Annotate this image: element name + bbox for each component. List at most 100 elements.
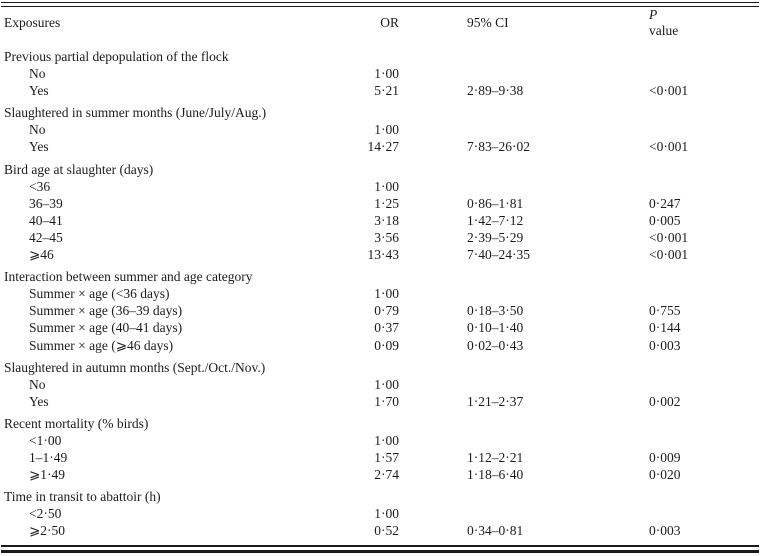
group-label: Interaction between summer and age categ… bbox=[4, 269, 253, 285]
ci-cell: 1·42–7·12 bbox=[467, 212, 524, 228]
exposure-cell: Yes bbox=[29, 83, 49, 99]
p-cell: 0·144 bbox=[649, 320, 681, 336]
exposure-cell: <1·00 bbox=[29, 432, 62, 448]
table-row: No 1·00 bbox=[1, 65, 759, 82]
ci-cell: 0·86–1·81 bbox=[467, 195, 524, 211]
group-label: Recent mortality (% birds) bbox=[4, 415, 149, 431]
col-header-p-value: P value bbox=[649, 7, 759, 42]
table-row: Summer × age (36–39 days) 0·79 0·18–3·50 0·… bbox=[1, 302, 759, 319]
p-cell: <0·001 bbox=[649, 139, 689, 155]
table-row: <1·00 1·00 bbox=[1, 432, 759, 449]
or-cell: 1·70 bbox=[374, 393, 399, 409]
exposure-cell: No bbox=[29, 376, 46, 392]
table-header: Exposures OR 95% CI P value bbox=[1, 7, 759, 42]
or-cell: 1·00 bbox=[374, 66, 399, 82]
or-cell: 1·57 bbox=[374, 450, 399, 466]
group-header-row: Recent mortality (% birds) bbox=[1, 410, 759, 432]
ci-cell bbox=[399, 65, 649, 82]
ci-cell: 0·18–3·50 bbox=[467, 303, 524, 319]
p-cell: 0·002 bbox=[649, 393, 681, 409]
col-header-exposures: Exposures bbox=[1, 7, 354, 42]
p-cell bbox=[649, 65, 759, 82]
group-label: Slaughtered in summer months (June/July/… bbox=[4, 105, 267, 121]
table-row: Yes 5·21 2·89–9·38 <0·001 bbox=[1, 82, 759, 99]
exposure-cell: ⩾1·49 bbox=[29, 467, 66, 483]
p-cell: 0·003 bbox=[649, 523, 681, 539]
exposure-cell: 1–1·49 bbox=[29, 450, 68, 466]
exposure-cell: <36 bbox=[29, 178, 51, 194]
exposure-cell: No bbox=[29, 122, 46, 138]
ci-cell: 7·83–26·02 bbox=[467, 139, 530, 155]
table-row: 42–45 3·56 2·39–5·29 <0·001 bbox=[1, 229, 759, 246]
exposure-cell: No bbox=[29, 66, 46, 82]
table-row: Yes 14·27 7·83–26·02 <0·001 bbox=[1, 138, 759, 155]
ci-cell bbox=[399, 178, 649, 195]
p-cell: 0·755 bbox=[649, 303, 681, 319]
top-double-rule bbox=[1, 2, 759, 7]
exposure-cell: 42–45 bbox=[29, 229, 63, 245]
or-cell: 1·00 bbox=[374, 376, 399, 392]
exposure-cell: 36–39 bbox=[29, 195, 63, 211]
p-cell: 0·005 bbox=[649, 212, 681, 228]
p-cell bbox=[649, 376, 759, 393]
ci-cell: 0·10–1·40 bbox=[467, 320, 524, 336]
p-cell bbox=[649, 505, 759, 522]
ci-cell: 1·18–6·40 bbox=[467, 467, 524, 483]
table-row: <36 1·00 bbox=[1, 178, 759, 195]
p-cell bbox=[649, 285, 759, 302]
or-cell: 5·21 bbox=[374, 83, 399, 99]
p-cell: <0·001 bbox=[649, 83, 689, 99]
p-cell: 0·020 bbox=[649, 467, 681, 483]
exposure-cell: Summer × age (<36 days) bbox=[29, 286, 170, 302]
group-header-row: Slaughtered in autumn months (Sept./Oct.… bbox=[1, 354, 759, 376]
or-cell: 0·37 bbox=[374, 320, 399, 336]
or-cell: 0·52 bbox=[374, 523, 399, 539]
group-label: Slaughtered in autumn months (Sept./Oct.… bbox=[4, 359, 266, 375]
table-row: No 1·00 bbox=[1, 376, 759, 393]
or-cell: 3·56 bbox=[374, 229, 399, 245]
header-row: Exposures OR 95% CI P value bbox=[1, 7, 759, 42]
exposure-cell: ⩾46 bbox=[29, 247, 54, 263]
table-row: 36–39 1·25 0·86–1·81 0·247 bbox=[1, 195, 759, 212]
ci-cell: 2·89–9·38 bbox=[467, 83, 524, 99]
table-row: ⩾2·50 0·52 0·34–0·81 0·003 bbox=[1, 522, 759, 539]
table-row: ⩾1·49 2·74 1·18–6·40 0·020 bbox=[1, 466, 759, 483]
exposure-cell: Yes bbox=[29, 139, 49, 155]
table-row: Yes 1·70 1·21–2·37 0·002 bbox=[1, 393, 759, 410]
ci-cell bbox=[399, 285, 649, 302]
table-body: Previous partial depopulation of the flo… bbox=[1, 41, 759, 540]
exposure-cell: Yes bbox=[29, 393, 49, 409]
p-cell bbox=[649, 432, 759, 449]
p-value-italic-p: P bbox=[649, 7, 658, 22]
group-header-row: Bird age at slaughter (days) bbox=[1, 156, 759, 178]
table-row: 40–41 3·18 1·42–7·12 0·005 bbox=[1, 212, 759, 229]
group-label: Time in transit to abattoir (h) bbox=[4, 489, 161, 505]
ci-cell bbox=[399, 376, 649, 393]
exposure-cell: 40–41 bbox=[29, 212, 63, 228]
exposure-cell: ⩾2·50 bbox=[29, 523, 66, 539]
p-value-rest: value bbox=[649, 23, 679, 38]
ci-cell bbox=[399, 505, 649, 522]
or-cell: 1·00 bbox=[374, 286, 399, 302]
or-cell: 0·09 bbox=[374, 337, 399, 353]
or-cell: 13·43 bbox=[367, 247, 400, 263]
ci-cell: 1·12–2·21 bbox=[467, 450, 524, 466]
p-cell: <0·001 bbox=[649, 247, 689, 263]
col-header-or: OR bbox=[354, 7, 399, 42]
exposures-table: Exposures OR 95% CI P value Previous par… bbox=[1, 7, 759, 540]
or-cell: 14·27 bbox=[367, 139, 400, 155]
p-cell: 0·009 bbox=[649, 450, 681, 466]
table-row: <2·50 1·00 bbox=[1, 505, 759, 522]
p-cell bbox=[649, 121, 759, 138]
group-label: Bird age at slaughter (days) bbox=[4, 161, 154, 177]
table-row: 1–1·49 1·57 1·12–2·21 0·009 bbox=[1, 449, 759, 466]
p-cell: <0·001 bbox=[649, 229, 689, 245]
p-cell bbox=[649, 178, 759, 195]
ci-cell: 0·34–0·81 bbox=[467, 523, 524, 539]
bottom-double-rule bbox=[1, 544, 759, 553]
col-header-ci: 95% CI bbox=[399, 7, 649, 42]
exposure-cell: Summer × age (⩾46 days) bbox=[29, 337, 174, 353]
or-cell: 1·25 bbox=[374, 195, 399, 211]
